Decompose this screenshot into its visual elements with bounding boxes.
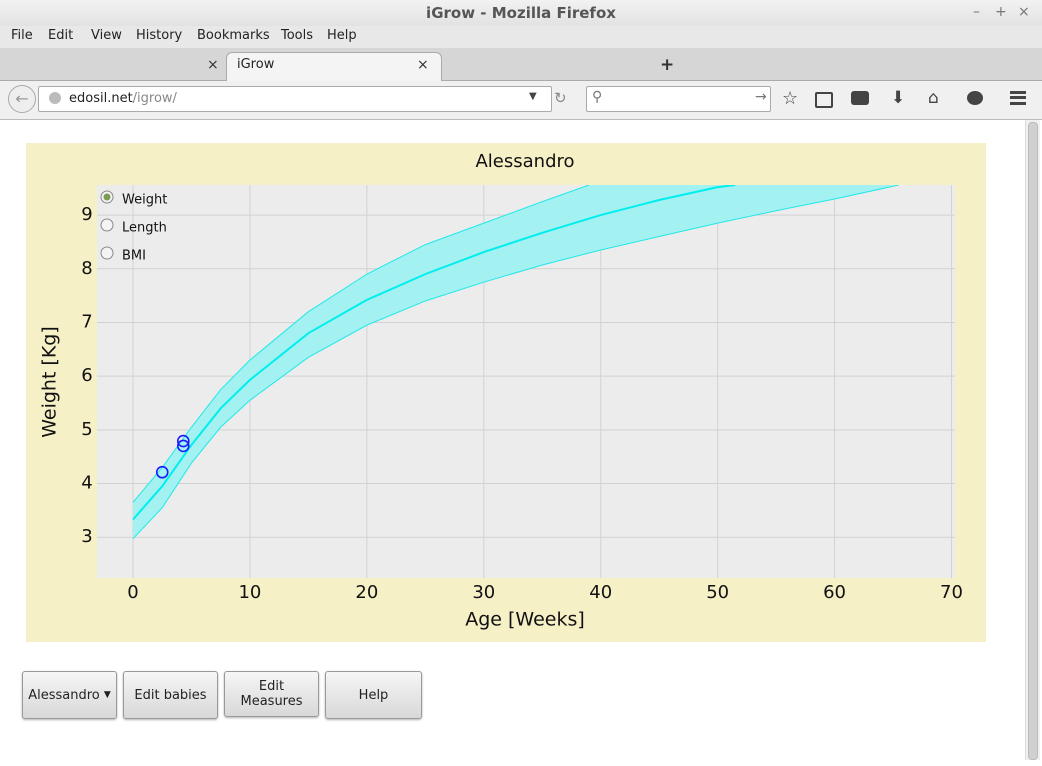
y-tick-label: 5 xyxy=(81,419,92,440)
measurement xyxy=(155,465,169,479)
maximize[interactable]: + xyxy=(995,4,1007,20)
tab-bar xyxy=(0,48,1042,81)
title-bar xyxy=(0,0,1042,26)
tab-close[interactable]: × xyxy=(417,57,429,73)
x-axis-label: Age [Weeks] xyxy=(465,609,585,631)
back-button[interactable]: ← xyxy=(8,85,36,113)
menu-item[interactable]: History xyxy=(136,28,183,43)
x-tick-label: 30 xyxy=(472,582,495,603)
y-axis-label: Weight [Kg] xyxy=(39,326,61,438)
tab-label: iGrow xyxy=(237,57,275,72)
chart-title: Alessandro xyxy=(475,151,574,172)
menu-item[interactable]: View xyxy=(91,28,122,43)
search-icon: ⚲ xyxy=(592,89,603,105)
y-tick-label: 7 xyxy=(81,311,92,332)
chat[interactable] xyxy=(967,91,983,105)
reading-list[interactable] xyxy=(815,92,833,108)
y-tick-label: 6 xyxy=(81,365,92,386)
radio-button xyxy=(100,246,114,260)
y-tick-label: 4 xyxy=(81,473,92,494)
menu-button[interactable] xyxy=(1010,91,1026,105)
curve xyxy=(132,185,736,521)
x-tick-label: 50 xyxy=(706,582,729,603)
radio-button xyxy=(100,218,114,232)
radio-label: Length xyxy=(122,221,167,236)
radio-dot xyxy=(103,193,111,201)
radio-option[interactable]: BMI xyxy=(100,246,146,264)
x-tick-label: 70 xyxy=(940,582,963,603)
reload[interactable]: ↻ xyxy=(554,89,567,107)
x-tick-label: 0 xyxy=(127,582,138,603)
home[interactable]: ⌂ xyxy=(928,88,939,108)
button-label: Help xyxy=(358,687,389,703)
y-tick-label: 8 xyxy=(81,258,92,279)
url-bar[interactable]: edosil.net/igrow/ ▼ xyxy=(38,86,552,112)
menu-item[interactable]: Edit xyxy=(48,28,74,43)
help-button[interactable]: Help xyxy=(325,671,422,719)
x-tick-label: 20 xyxy=(355,582,378,603)
tab-close[interactable]: × xyxy=(207,57,219,73)
menu-item[interactable]: Bookmarks xyxy=(197,28,270,43)
menu-item[interactable]: Help xyxy=(327,28,357,43)
bookmark-star[interactable]: ☆ xyxy=(782,88,799,109)
chart: Alessandro Age [Weeks] Weight [Kg] 0 10 20… xyxy=(26,143,986,642)
radio-label: BMI xyxy=(122,249,146,264)
button-label: Alessandro xyxy=(28,687,100,703)
y-tick-label: 3 xyxy=(81,526,92,547)
curve xyxy=(132,185,899,540)
y-tick-label: 9 xyxy=(81,204,92,225)
downloads[interactable]: ⬇ xyxy=(891,88,906,108)
button-label: Edit babies xyxy=(134,687,207,703)
pocket[interactable] xyxy=(851,91,869,105)
minimize[interactable]: – xyxy=(973,4,980,20)
baby-select[interactable]: Alessandro ▼ xyxy=(22,671,117,719)
measurement xyxy=(176,439,190,453)
menu-item[interactable]: Tools xyxy=(281,28,314,43)
url-path: /igrow/ xyxy=(132,91,177,106)
radio-label: Weight xyxy=(122,193,167,208)
scroll-thumb[interactable] xyxy=(1028,122,1038,760)
measurement xyxy=(176,434,190,448)
url-dropdown[interactable]: ▼ xyxy=(529,91,537,102)
x-tick-label: 10 xyxy=(238,582,261,603)
url-host: edosil.net xyxy=(69,91,133,106)
window-title: iGrow - Mozilla Firefox xyxy=(426,4,616,22)
menu-bar xyxy=(0,26,1042,48)
radio-option[interactable]: Weight xyxy=(100,190,167,208)
menu-item[interactable]: File xyxy=(11,28,33,43)
search-bar[interactable]: ⚲ → xyxy=(586,86,771,112)
radio-option[interactable]: Length xyxy=(100,218,167,236)
tab[interactable] xyxy=(226,52,442,81)
x-tick-label: 40 xyxy=(589,582,612,603)
search-go[interactable]: → xyxy=(755,89,767,105)
band xyxy=(133,185,899,539)
button-label: Edit Measures xyxy=(240,679,303,709)
new-tab[interactable]: + xyxy=(660,55,675,75)
edit-measures-button[interactable]: Edit Measures xyxy=(224,671,319,717)
x-tick-label: 60 xyxy=(823,582,846,603)
edit-babies-button[interactable]: Edit babies xyxy=(123,671,218,719)
close[interactable]: × xyxy=(1018,4,1030,20)
site-icon xyxy=(49,92,61,104)
